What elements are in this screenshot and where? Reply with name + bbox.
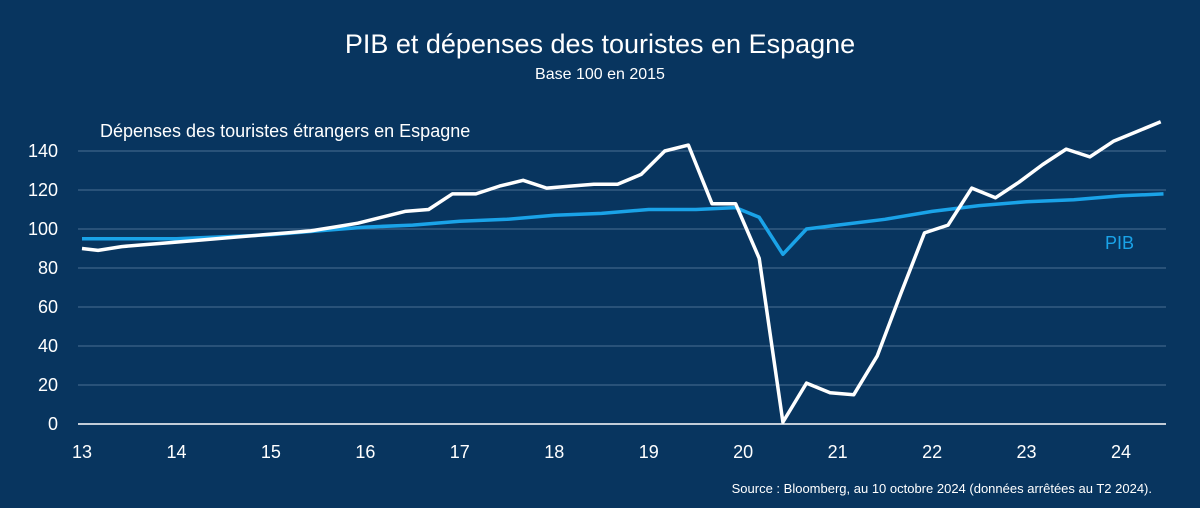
y-tick-label: 40 bbox=[38, 336, 58, 356]
x-tick-label: 20 bbox=[733, 442, 753, 462]
y-tick-label: 80 bbox=[38, 258, 58, 278]
series-line-tourism bbox=[81, 120, 1162, 424]
x-tick-label: 23 bbox=[1017, 442, 1037, 462]
y-tick-label: 120 bbox=[28, 180, 58, 200]
x-tick-label: 14 bbox=[166, 442, 186, 462]
grid-lines bbox=[78, 150, 1166, 425]
source-note: Source : Bloomberg, au 10 octobre 2024 (… bbox=[732, 481, 1152, 496]
y-axis: 0 20 40 60 80 100 120 140 bbox=[28, 141, 58, 434]
x-tick-label: 24 bbox=[1111, 442, 1131, 462]
x-tick-label: 17 bbox=[450, 442, 470, 462]
x-tick-label: 16 bbox=[355, 442, 375, 462]
chart-subtitle: Base 100 en 2015 bbox=[535, 66, 665, 83]
series-label-pib: PIB bbox=[1105, 233, 1134, 253]
y-tick-label: 20 bbox=[38, 375, 58, 395]
x-tick-label: 18 bbox=[544, 442, 564, 462]
series-line-pib bbox=[82, 192, 1164, 257]
x-tick-label: 19 bbox=[639, 442, 659, 462]
x-axis: 13 14 15 16 17 18 19 20 21 22 23 24 bbox=[72, 442, 1131, 462]
x-tick-label: 15 bbox=[261, 442, 281, 462]
y-tick-label: 140 bbox=[28, 141, 58, 161]
x-tick-label: 22 bbox=[922, 442, 942, 462]
x-tick-label: 13 bbox=[72, 442, 92, 462]
series-label-tourism: Dépenses des touristes étrangers en Espa… bbox=[100, 121, 470, 141]
y-tick-label: 60 bbox=[38, 297, 58, 317]
chart-title: PIB et dépenses des touristes en Espagne bbox=[345, 29, 855, 59]
y-tick-label: 100 bbox=[28, 219, 58, 239]
y-tick-label: 0 bbox=[48, 414, 58, 434]
x-tick-label: 21 bbox=[828, 442, 848, 462]
